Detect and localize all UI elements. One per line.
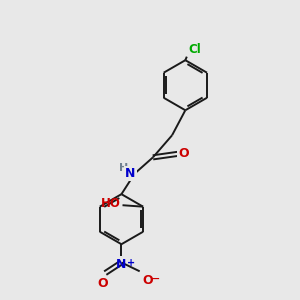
Text: Cl: Cl — [188, 43, 201, 56]
Text: O: O — [142, 274, 153, 287]
Text: O: O — [98, 277, 108, 290]
Text: −: − — [151, 273, 160, 284]
Text: N: N — [125, 167, 136, 180]
Text: H: H — [119, 163, 128, 173]
Text: N: N — [116, 258, 127, 272]
Text: +: + — [127, 258, 135, 268]
Text: HO: HO — [101, 197, 121, 210]
Text: O: O — [178, 147, 189, 160]
